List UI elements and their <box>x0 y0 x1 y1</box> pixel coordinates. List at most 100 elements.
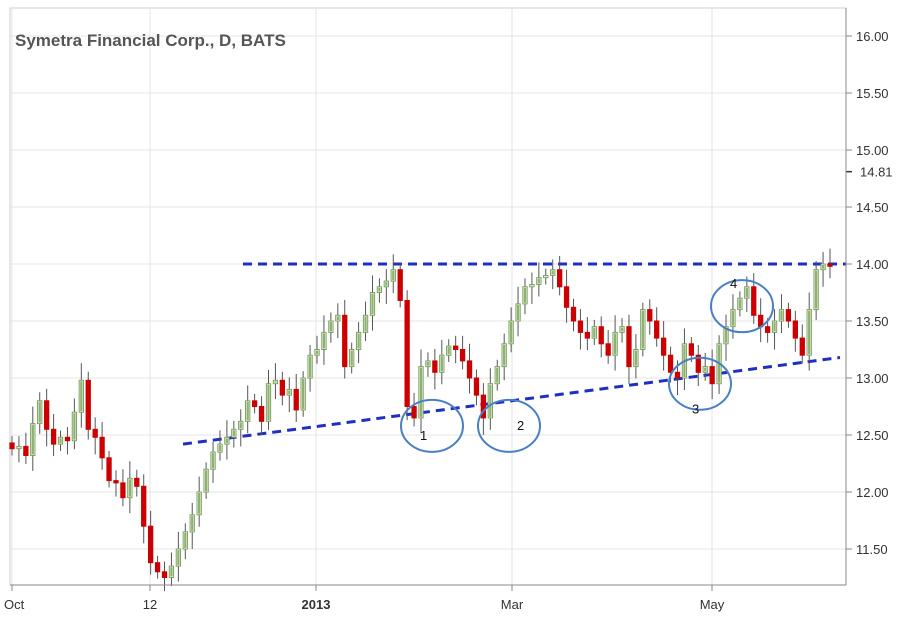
candle <box>516 287 520 337</box>
candle-fill <box>205 470 207 491</box>
candle <box>821 252 825 287</box>
candle-body <box>800 338 804 355</box>
candle <box>370 275 374 330</box>
candle-fill <box>378 288 380 292</box>
candle <box>474 369 478 405</box>
candle-body <box>655 321 659 338</box>
candle <box>661 321 665 371</box>
candle-body <box>557 270 561 287</box>
candle-body <box>100 437 104 458</box>
candle <box>419 350 423 434</box>
candle <box>772 309 776 349</box>
candle-fill <box>420 368 422 417</box>
candle-fill <box>247 402 249 421</box>
candle-fill <box>323 333 325 348</box>
candle-fill <box>226 438 228 443</box>
candle <box>142 474 146 543</box>
annotation-circle: 1 <box>401 400 463 452</box>
candle-body <box>793 321 797 338</box>
candle <box>655 307 659 346</box>
candle <box>793 311 797 352</box>
candle <box>585 317 589 350</box>
candle-body <box>135 478 139 486</box>
candle-body <box>675 372 679 378</box>
candle-fill <box>385 282 387 286</box>
candle-body <box>405 300 409 406</box>
candle-fill <box>288 390 290 394</box>
candle-fill <box>538 279 540 284</box>
candle-fill <box>80 381 82 411</box>
candle <box>266 370 270 430</box>
candle-fill <box>448 347 450 354</box>
candle <box>786 303 790 328</box>
annotation-ellipse <box>478 400 540 452</box>
candle-fill <box>371 294 373 315</box>
candle <box>86 372 90 440</box>
candle <box>724 315 728 361</box>
candle <box>509 307 513 352</box>
x-tick-label: Mar <box>501 597 524 612</box>
candle <box>38 392 42 434</box>
candle-fill <box>337 316 339 320</box>
candle <box>114 470 118 496</box>
candle-fill <box>552 271 554 275</box>
candle-fill <box>496 368 498 383</box>
candle-fill <box>773 322 775 331</box>
candle <box>343 300 347 379</box>
candle-body <box>107 458 111 481</box>
candle-fill <box>357 333 359 348</box>
candle <box>183 523 187 559</box>
candle-fill <box>621 328 623 332</box>
candle <box>606 330 610 364</box>
candle <box>613 315 617 370</box>
candle-fill <box>184 533 186 548</box>
candle-fill <box>330 322 332 331</box>
candle <box>800 324 804 363</box>
candle-fill <box>219 445 221 451</box>
candle-body <box>828 264 832 266</box>
candle-body <box>648 310 652 321</box>
candle-fill <box>240 422 242 428</box>
candle <box>93 417 97 454</box>
candle <box>51 414 55 456</box>
candle <box>294 374 298 422</box>
candle-body <box>45 401 49 430</box>
candle-body <box>606 344 610 355</box>
candle-fill <box>489 385 491 417</box>
candle-fill <box>59 438 61 443</box>
candle <box>31 407 35 471</box>
candle-body <box>142 486 146 526</box>
candle <box>239 409 243 446</box>
candle <box>447 339 451 362</box>
candle-fill <box>614 333 616 354</box>
grid <box>10 8 846 585</box>
candle <box>759 298 763 342</box>
candle <box>336 303 340 338</box>
candle <box>128 461 132 513</box>
candle-body <box>599 327 603 344</box>
y-tick-label: 16.00 <box>856 29 889 44</box>
y-tick-label: 13.00 <box>856 371 889 386</box>
candle <box>155 556 159 579</box>
candle-fill <box>170 567 172 576</box>
candle-body <box>710 367 714 384</box>
candle <box>738 291 742 316</box>
candle <box>287 377 291 412</box>
candle-fill <box>32 425 34 455</box>
candle <box>377 278 381 303</box>
candle-body <box>259 407 263 422</box>
candle-fill <box>364 316 366 331</box>
axes: 11.5012.0012.5013.0013.5014.0014.5015.00… <box>4 8 893 612</box>
candle <box>190 503 194 549</box>
candle <box>530 273 534 304</box>
candle-fill <box>704 368 706 372</box>
candle-fill <box>635 351 637 366</box>
chart-title: Symetra Financial Corp., D, BATS <box>15 31 286 50</box>
candle <box>350 343 354 374</box>
candle-body <box>65 437 69 440</box>
y-tick-label: 14.50 <box>856 200 889 215</box>
candle <box>426 352 430 377</box>
candle <box>648 299 652 334</box>
candle-fill <box>267 385 269 421</box>
candle-fill <box>815 271 817 309</box>
